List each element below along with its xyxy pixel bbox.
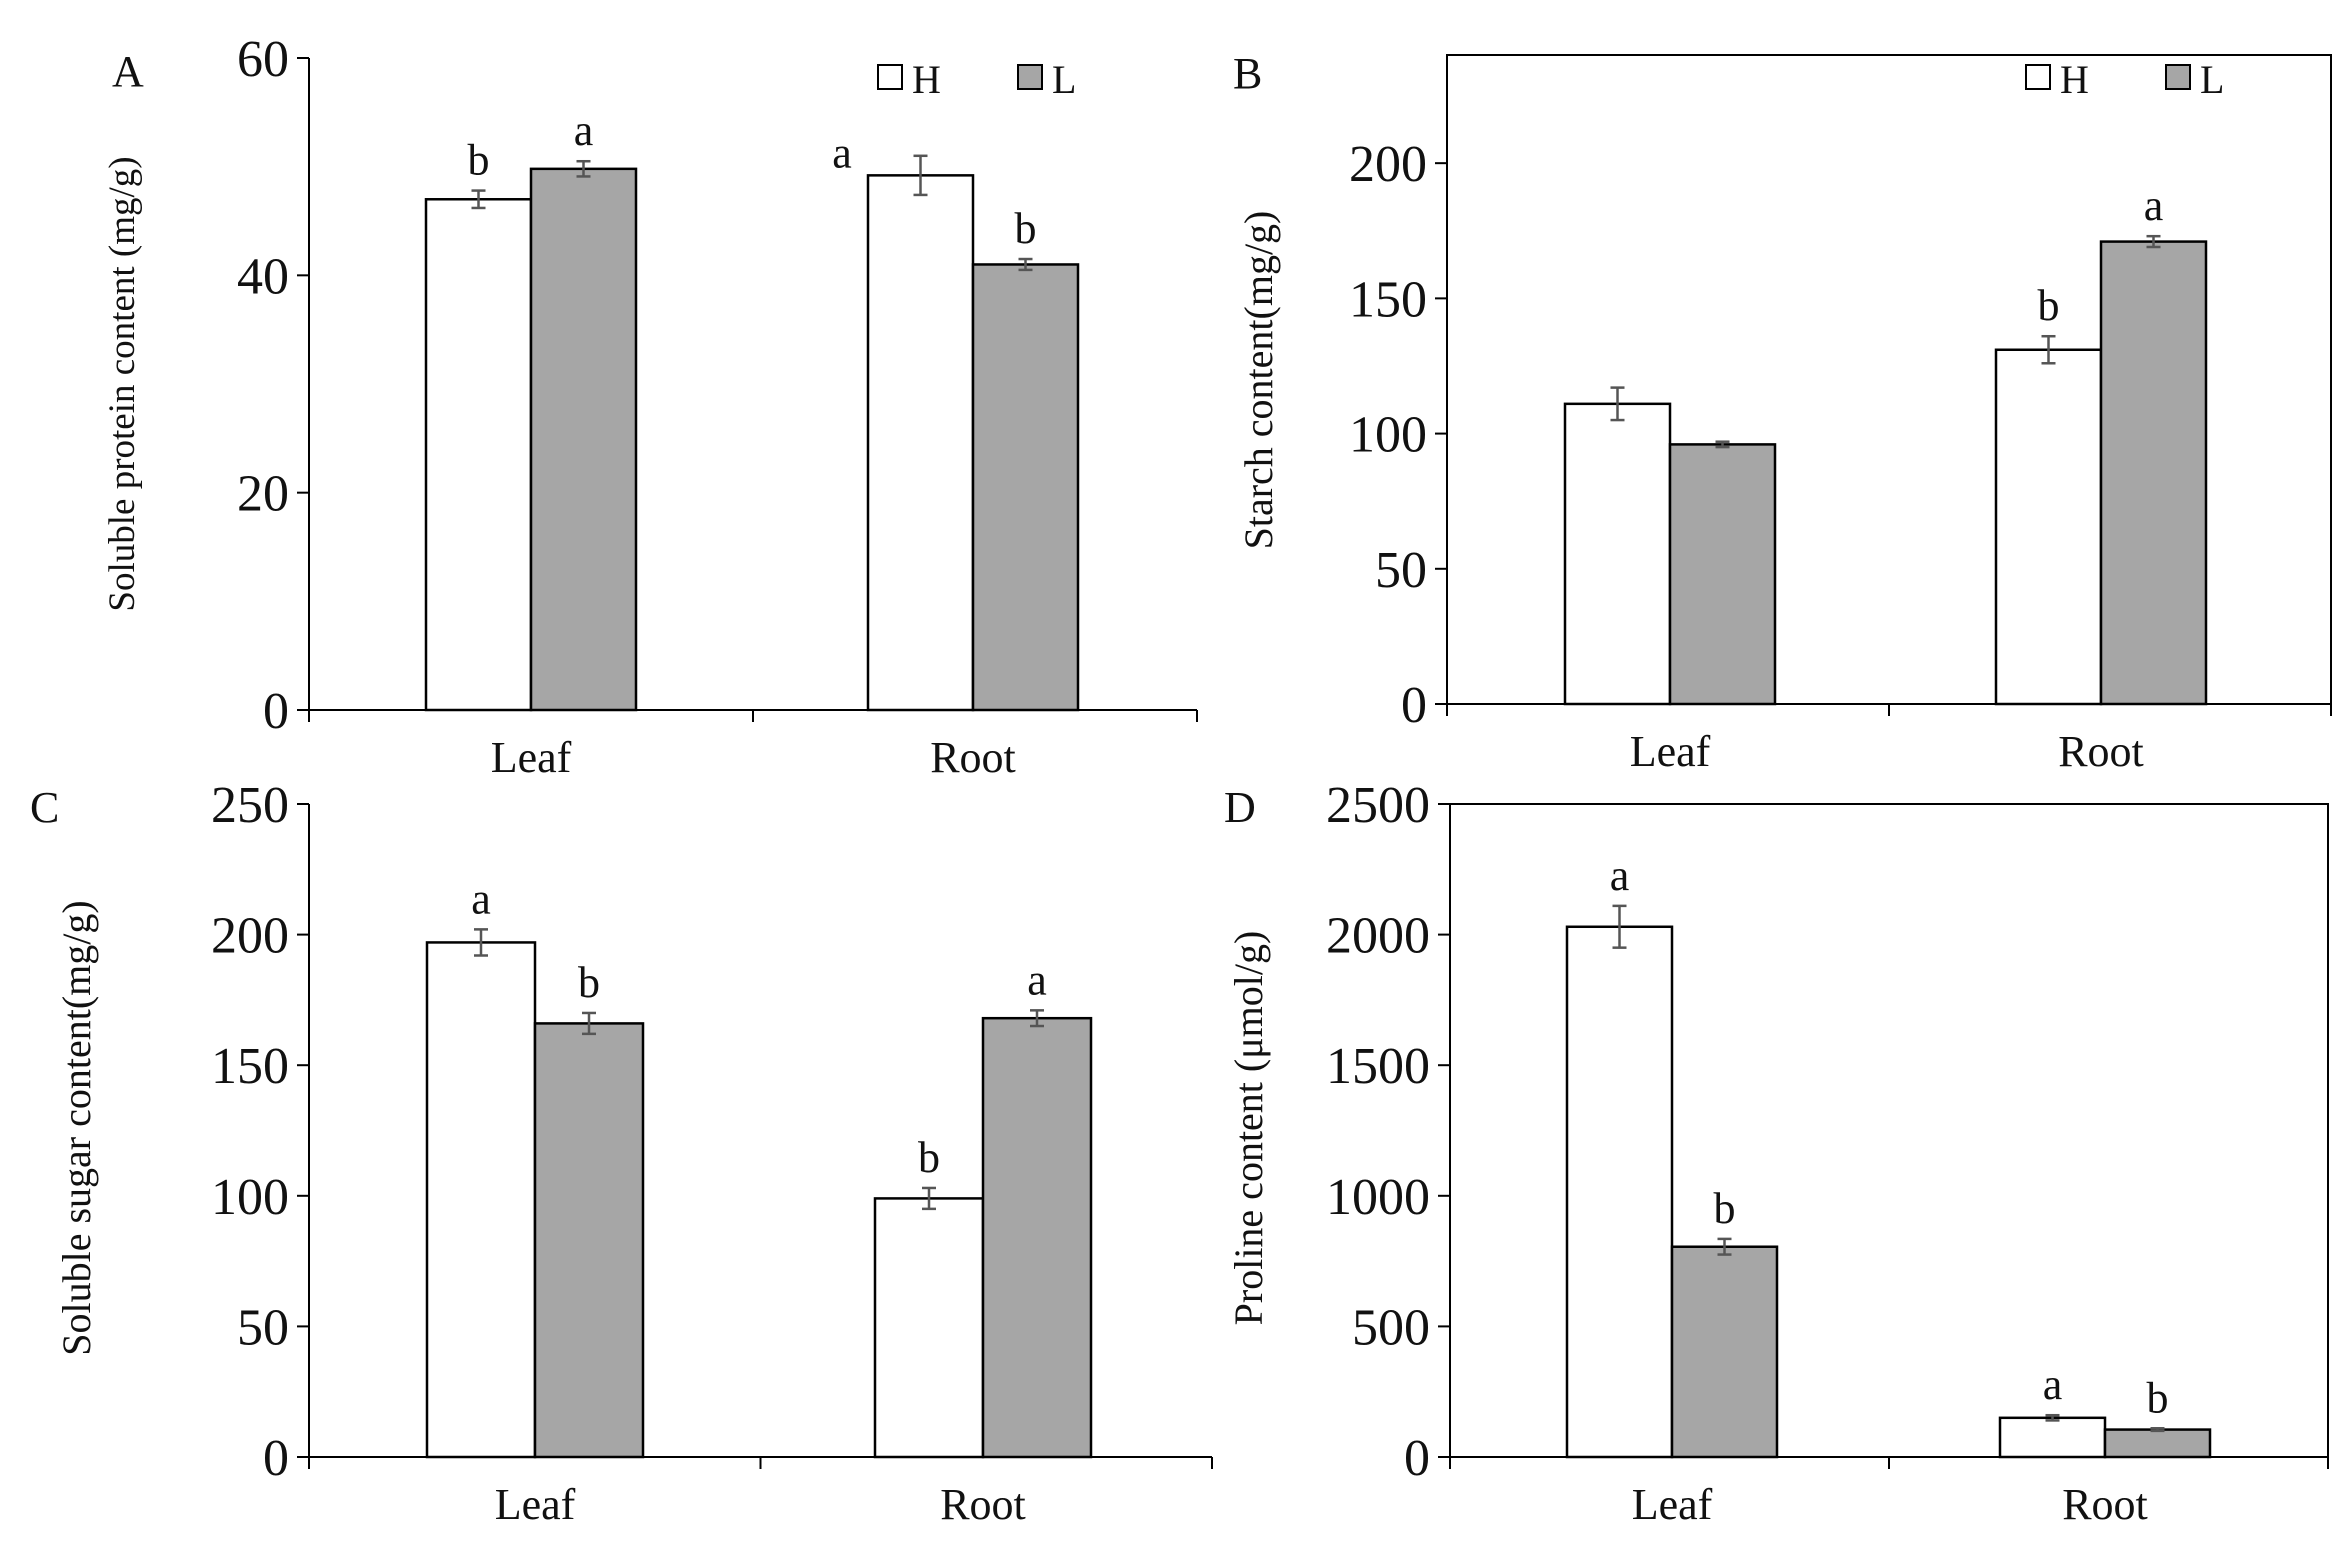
y-tick-label: 1500 <box>1326 1038 1430 1095</box>
significance-letter: b <box>2038 281 2060 330</box>
significance-letter: b <box>2147 1373 2169 1422</box>
y-tick-label: 60 <box>237 31 289 88</box>
y-axis-title: Soluble sugar content(mg/g) <box>54 900 99 1355</box>
y-axis-title: Soluble protein content (mg/g) <box>102 156 143 611</box>
panel-A: 0 20 40 60 Leaf Root b a a b H L A Soluble protein co… <box>102 31 1198 782</box>
x-category-label: Root <box>2058 727 2144 776</box>
legend-label-L: L <box>1052 57 1076 102</box>
y-tick-label: 50 <box>1375 542 1427 599</box>
panel-B: 0 50 100 150 200 Leaf Root b a H L B Starch content(… <box>1233 49 2332 776</box>
y-tick-label: 150 <box>211 1038 289 1095</box>
bar-H-root <box>1994 348 2103 706</box>
significance-letter: a <box>2043 1360 2063 1409</box>
significance-letter: a <box>471 874 491 923</box>
y-tick-label: 150 <box>1349 271 1427 328</box>
bar-L-root <box>971 263 1080 712</box>
x-category-label: Root <box>2062 1480 2148 1529</box>
panel-letter: A <box>112 47 144 96</box>
y-tick-label: 0 <box>263 1430 289 1487</box>
y-tick-label: 20 <box>237 466 289 523</box>
significance-letter: b <box>1015 204 1037 253</box>
y-axis-title: Starch content(mg/g) <box>1236 211 1281 550</box>
y-tick-label: 2500 <box>1326 777 1430 834</box>
y-tick-label: 2000 <box>1326 908 1430 965</box>
legend-label-L: L <box>2200 57 2224 102</box>
x-category-label: Leaf <box>1632 1480 1713 1529</box>
legend-swatch-L <box>1017 64 1043 90</box>
x-category-label: Root <box>930 733 1016 782</box>
panel-C: 0 50 100 150 200 250 Leaf Root a b b a C Soluble suga… <box>30 777 1213 1529</box>
x-category-label: Leaf <box>491 733 572 782</box>
bar-H-root <box>866 174 975 712</box>
significance-letter: a <box>832 128 852 177</box>
bar-H-root <box>1998 1416 2107 1459</box>
y-tick-label: 40 <box>237 248 289 305</box>
y-tick-label: 200 <box>211 908 289 965</box>
x-category-label: Leaf <box>1630 727 1711 776</box>
legend-label-H: H <box>2060 57 2089 102</box>
x-category-label: Leaf <box>495 1480 576 1529</box>
bar-L-leaf <box>529 167 638 712</box>
y-tick-label: 0 <box>1401 677 1427 734</box>
significance-letter: b <box>918 1133 940 1182</box>
y-tick-label: 1000 <box>1326 1169 1430 1226</box>
bar-L-leaf <box>533 1022 645 1459</box>
y-tick-label: 0 <box>1404 1430 1430 1487</box>
legend-swatch-H <box>2025 64 2051 90</box>
significance-letter: b <box>578 958 600 1007</box>
bar-L-root <box>2099 240 2208 706</box>
y-tick-label: 250 <box>211 777 289 834</box>
panel-letter: C <box>30 783 59 832</box>
y-tick-label: 0 <box>263 683 289 740</box>
y-tick-label: 200 <box>1349 136 1427 193</box>
panel-D: 0 500 1000 1500 2000 2500 Leaf Root a a b b D Proline… <box>1224 777 2329 1529</box>
panel-letter: B <box>1233 49 1262 98</box>
y-axis-title: Proline content (μmol/g) <box>1226 931 1271 1326</box>
bar-L-leaf <box>1668 443 1777 706</box>
significance-letter: a <box>1027 955 1047 1004</box>
bar-L-leaf <box>1670 1245 1779 1459</box>
bar-L-root <box>981 1016 1093 1459</box>
bar-H-leaf <box>424 198 533 712</box>
bar-H-root <box>873 1197 985 1459</box>
legend-label-H: H <box>912 57 941 102</box>
legend-swatch-H <box>877 64 903 90</box>
y-tick-label: 100 <box>1349 407 1427 464</box>
significance-letter: a <box>574 106 594 155</box>
significance-letter: a <box>2144 181 2164 230</box>
legend-swatch-L <box>2165 64 2191 90</box>
bar-H-leaf <box>1563 402 1672 706</box>
bar-H-leaf <box>425 941 537 1459</box>
x-category-label: Root <box>940 1480 1026 1529</box>
y-tick-label: 500 <box>1352 1299 1430 1356</box>
panel-letter: D <box>1224 783 1256 832</box>
y-tick-label: 100 <box>211 1169 289 1226</box>
significance-letter: a <box>1610 851 1630 900</box>
significance-letter: b <box>468 136 490 185</box>
bar-H-leaf <box>1565 925 1674 1459</box>
y-tick-label: 50 <box>237 1299 289 1356</box>
bar-L-root <box>2103 1428 2212 1459</box>
significance-letter: b <box>1714 1184 1736 1233</box>
